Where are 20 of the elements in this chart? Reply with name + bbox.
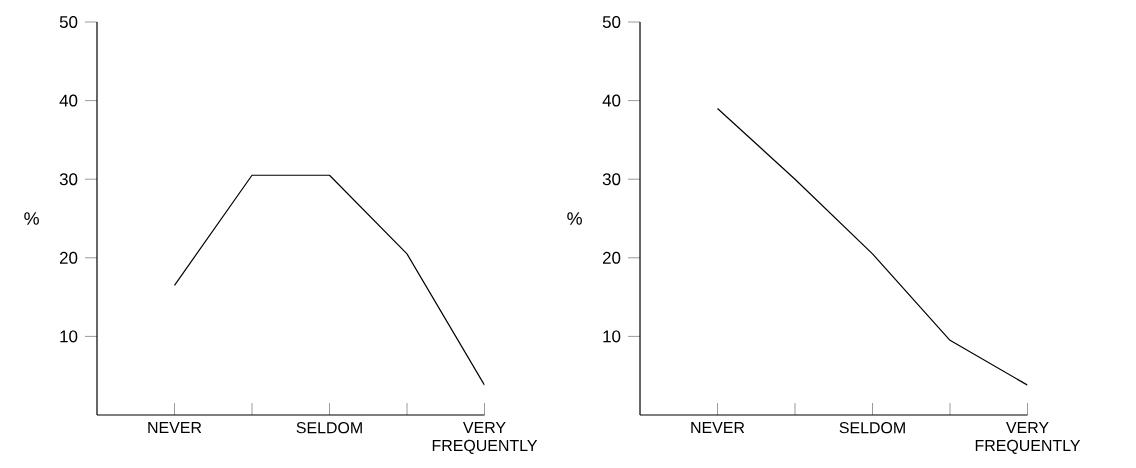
x-tick-label: NEVER [148, 422, 202, 434]
x-tick-label: VERY FREQUENTLY [432, 422, 538, 454]
x-tick-label: NEVER [691, 422, 745, 434]
y-tick-label: 20 [59, 251, 78, 264]
y-tick-label: 20 [602, 251, 621, 264]
x-tick-label: VERY FREQUENTLY [975, 422, 1081, 454]
y-tick-label: 50 [59, 16, 78, 28]
y-tick-label: 30 [59, 173, 78, 186]
y-tick-label: 40 [602, 94, 621, 107]
y-tick-label: 10 [60, 330, 78, 343]
y-tick-label: 40 [59, 94, 78, 107]
y-axis-title: % [567, 212, 582, 225]
x-tick-label: SELDOM [296, 422, 362, 434]
line-series [173, 174, 485, 386]
y-tick-label: 50 [602, 16, 621, 28]
y-tick-label: 10 [603, 330, 621, 343]
y-axis-title: % [24, 212, 39, 225]
x-tick-label: SELDOM [839, 422, 905, 434]
y-tick-label: 30 [602, 173, 621, 186]
line-series [716, 107, 1028, 386]
